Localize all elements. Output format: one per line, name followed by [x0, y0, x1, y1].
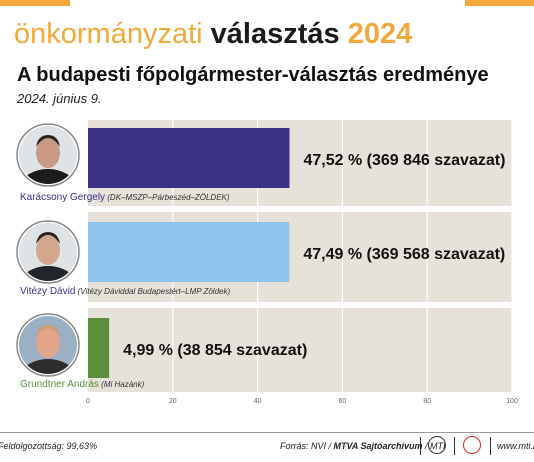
candidate-label-3: Grundtner András (Mi Hazánk): [20, 379, 145, 390]
value-label-1: 47,52 % (369 846 szavazat): [303, 152, 505, 169]
x-tick-label: 0: [86, 398, 90, 405]
candidate-portrait: [19, 316, 77, 374]
banner-word-1: önkormányzati: [14, 18, 203, 50]
bar-1: [88, 128, 290, 188]
top-accent-gap: [70, 0, 465, 6]
website-link[interactable]: www.mti.hu: [497, 441, 534, 451]
candidate-name: Vitézy Dávid: [20, 286, 75, 297]
footer-divider: [0, 432, 534, 433]
chart-title: A budapesti főpolgármester-választás ere…: [17, 64, 489, 86]
results-chart: 47,52 % (369 846 szavazat) Karácsony Gerg…: [16, 120, 518, 405]
value-label-2: 47,49 % (369 568 szavazat): [303, 246, 505, 263]
candidate-party: (DK–MSZP–Párbeszéd–ZÖLDEK): [105, 193, 230, 202]
x-tick-label: 100: [506, 398, 518, 405]
processing-rate: Feldolgozottság: 99,63%: [0, 441, 98, 451]
banner-word-3: 2024: [347, 18, 413, 50]
footer-separator: [490, 437, 491, 455]
candidate-party: (Mi Hazánk): [99, 380, 145, 389]
candidate-portrait: [19, 223, 77, 281]
x-tick-label: 80: [423, 398, 431, 405]
banner-word-2: választás: [210, 18, 340, 50]
source-prefix: Forrás: NVI /: [280, 441, 334, 451]
chart-date: 2024. június 9.: [17, 91, 102, 106]
election-banner: önkormányzati választás 2024: [14, 18, 412, 51]
source-bold: MTVA Sajtóarchívum: [333, 441, 423, 451]
candidate-portrait: [19, 126, 77, 184]
value-label-3: 4,99 % (38 854 szavazat): [123, 342, 307, 359]
mtva-logo-icon: [463, 436, 481, 454]
footer-separator: [454, 437, 455, 455]
mti-logo-icon: [428, 436, 446, 454]
candidate-label-2: Vitézy Dávid (Vitézy Dáviddal Budapestér…: [20, 286, 230, 297]
bar-3: [88, 318, 110, 378]
candidate-name: Karácsony Gergely: [20, 192, 105, 203]
x-tick-label: 20: [169, 398, 177, 405]
candidate-party: (Vitézy Dáviddal Budapestért–LMP Zöldek): [75, 287, 230, 296]
x-tick-label: 60: [339, 398, 347, 405]
bar-2: [88, 222, 290, 282]
candidate-name: Grundtner András: [20, 379, 99, 390]
footer-separator: [420, 437, 421, 455]
candidate-label-1: Karácsony Gergely (DK–MSZP–Párbeszéd–ZÖL…: [20, 192, 230, 203]
x-tick-label: 40: [254, 398, 262, 405]
row-panel: [88, 308, 512, 392]
